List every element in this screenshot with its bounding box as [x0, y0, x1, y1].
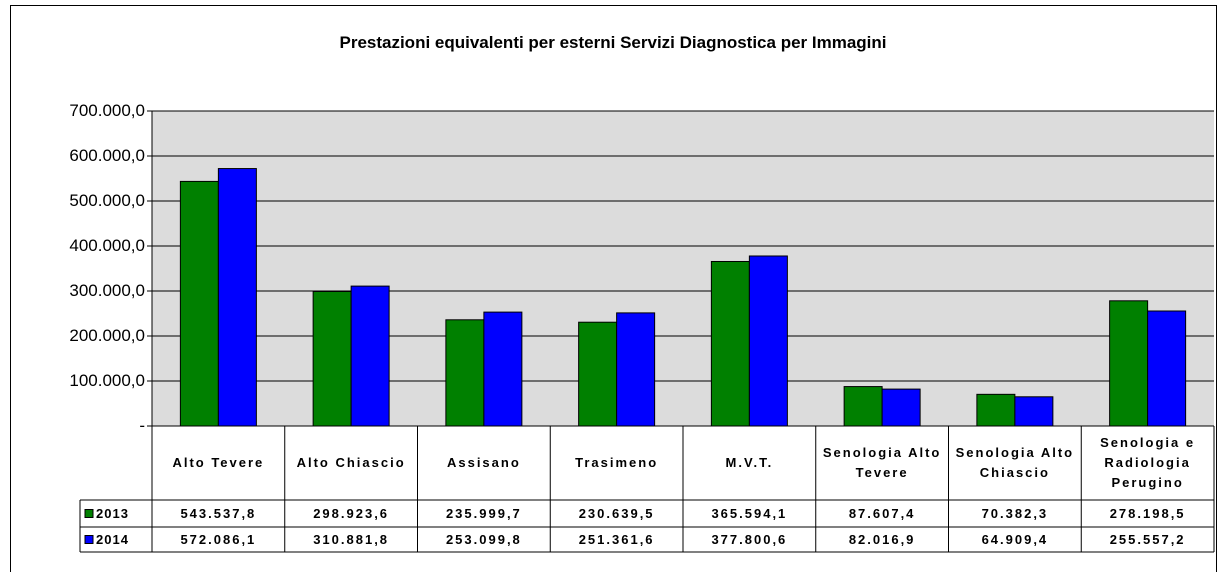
- y-tick-label: 100.000,0: [69, 371, 145, 390]
- data-table-value: 278.198,5: [1109, 505, 1186, 521]
- y-tick-label: -: [139, 416, 145, 435]
- data-table-value: 377.800,6: [711, 531, 788, 547]
- category-label: Senologia e Radiologia Perugino: [1100, 435, 1196, 490]
- bar: [976, 393, 1016, 427]
- chart-border: [10, 5, 1217, 572]
- bar: [483, 311, 523, 427]
- y-tick-label: 500.000,0: [69, 191, 145, 210]
- data-table-value: 87.607,4: [848, 505, 916, 521]
- data-table-value: 255.557,2: [1109, 531, 1186, 547]
- data-table-value: 253.099,8: [445, 531, 522, 547]
- legend-label: 2013: [96, 505, 129, 521]
- category-label: Assisano: [446, 455, 521, 470]
- y-tick-label: 400.000,0: [69, 236, 145, 255]
- bar: [1014, 396, 1054, 427]
- data-table-value: 70.382,3: [981, 505, 1049, 521]
- data-table-value: 230.639,5: [578, 505, 655, 521]
- data-table-value: 298.923,6: [313, 505, 390, 521]
- category-label: Senologia Alto Chiascio: [955, 445, 1075, 480]
- y-tick-label: 700.000,0: [69, 101, 145, 120]
- bar: [1109, 300, 1149, 427]
- legend-label: 2014: [96, 531, 129, 547]
- plot-area: [152, 111, 1214, 426]
- category-label: Trasimeno: [575, 455, 659, 470]
- legend-swatch: [84, 535, 94, 544]
- chart-title: Prestazioni equivalenti per esterni Serv…: [339, 33, 887, 52]
- data-table-value: 82.016,9: [848, 531, 916, 547]
- bar: [748, 255, 788, 427]
- data-table-value: 572.086,1: [180, 531, 257, 547]
- category-label: Senologia Alto Tevere: [822, 445, 942, 480]
- category-label: Alto Chiascio: [296, 455, 406, 470]
- category-label: Alto Tevere: [172, 455, 265, 470]
- bar: [843, 386, 883, 427]
- bar: [1147, 310, 1187, 427]
- bar: [881, 388, 921, 427]
- bar: [616, 312, 656, 427]
- legend-swatch: [84, 509, 94, 518]
- bar: [217, 168, 257, 427]
- y-tick-label: 200.000,0: [69, 326, 145, 345]
- bar: [710, 260, 750, 427]
- bar: [578, 321, 618, 427]
- data-table-value: 310.881,8: [313, 531, 390, 547]
- bar: [350, 285, 390, 427]
- data-table-value: 543.537,8: [180, 505, 257, 521]
- data-table-value: 235.999,7: [445, 505, 522, 521]
- data-table-value: 365.594,1: [711, 505, 788, 521]
- y-tick-label: 300.000,0: [69, 281, 145, 300]
- category-label: M.V.T.: [725, 455, 774, 470]
- bar: [179, 180, 219, 427]
- bar: [312, 290, 352, 427]
- data-table-value: 251.361,6: [578, 531, 655, 547]
- bar: [445, 319, 485, 427]
- y-tick-label: 600.000,0: [69, 146, 145, 165]
- data-table-value: 64.909,4: [981, 531, 1049, 547]
